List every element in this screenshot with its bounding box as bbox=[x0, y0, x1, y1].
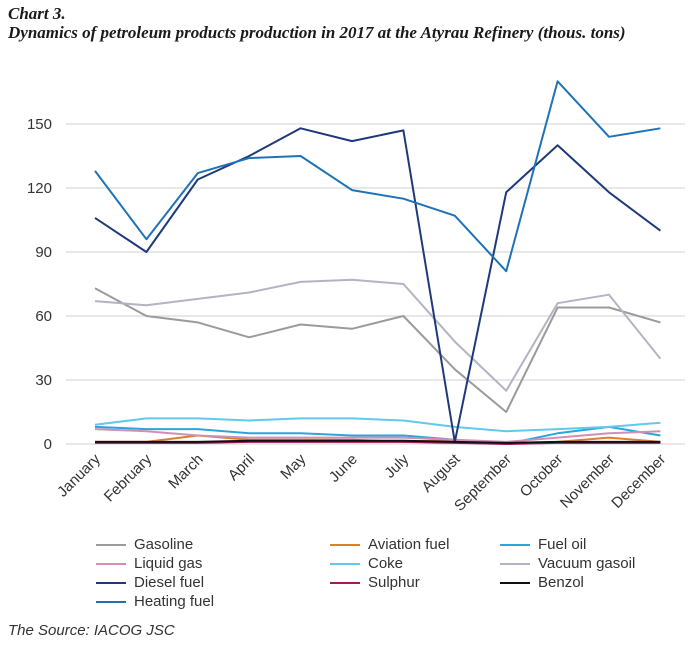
series-line-coke bbox=[94, 417, 661, 433]
y-tick-label: 120 bbox=[27, 180, 52, 197]
series-layer bbox=[94, 80, 662, 445]
x-tick-label: March bbox=[165, 451, 206, 492]
legend-item: Heating fuel bbox=[96, 593, 214, 610]
legend-label: Liquid gas bbox=[134, 555, 203, 572]
x-tick-label: January bbox=[54, 450, 104, 500]
x-tick-label: August bbox=[419, 450, 465, 496]
x-tick-label: November bbox=[557, 451, 618, 512]
legend-item: Sulphur bbox=[330, 574, 420, 591]
legend-label: Vacuum gasoil bbox=[538, 555, 636, 572]
legend-item: Coke bbox=[330, 555, 403, 572]
legend-swatch bbox=[330, 543, 360, 546]
x-tick-label: December bbox=[608, 451, 669, 512]
y-tick-label: 0 bbox=[44, 436, 52, 453]
grid-layer bbox=[66, 123, 685, 445]
y-tick-label: 60 bbox=[35, 308, 52, 325]
legend-label: Coke bbox=[368, 555, 404, 572]
series-line-benzol bbox=[95, 439, 661, 444]
x-tick-label: April bbox=[225, 451, 258, 484]
legend-label: Benzol bbox=[538, 574, 584, 591]
legend-item: Benzol bbox=[500, 574, 584, 591]
y-tick-label: 150 bbox=[27, 116, 52, 133]
legend-swatch bbox=[96, 543, 126, 546]
legend-swatch bbox=[500, 562, 530, 565]
x-tick-label: May bbox=[277, 450, 309, 482]
legend-item: Liquid gas bbox=[96, 555, 202, 572]
chart-label: Chart 3. bbox=[8, 4, 66, 23]
source-note: The Source: IACOG JSC bbox=[8, 622, 175, 639]
legend-label: Sulphur bbox=[368, 574, 420, 591]
legend-item: Gasoline bbox=[96, 536, 193, 553]
legend-swatch bbox=[96, 581, 126, 584]
series-line-gasoline bbox=[94, 287, 661, 413]
x-tick-label: October bbox=[517, 451, 567, 501]
legend-label: Aviation fuel bbox=[368, 536, 450, 553]
y-tick-label: 30 bbox=[35, 372, 52, 389]
legend-item: Aviation fuel bbox=[330, 536, 449, 553]
series-line-liquid-gas bbox=[94, 428, 661, 443]
y-axis-ticks: 0 30 60 90 120 150 bbox=[27, 116, 52, 453]
series-line-diesel-fuel bbox=[94, 127, 661, 443]
legend-swatch bbox=[96, 600, 126, 603]
legend-swatch bbox=[500, 581, 530, 584]
series-line-heating-fuel bbox=[94, 80, 661, 273]
legend-swatch bbox=[96, 562, 126, 565]
legend-label: Diesel fuel bbox=[134, 574, 205, 591]
legend-swatch bbox=[500, 543, 530, 546]
y-tick-label: 90 bbox=[35, 244, 52, 261]
legend-item: Diesel fuel bbox=[96, 574, 204, 591]
series-line-vacuum-gasoil bbox=[94, 278, 662, 392]
legend-label: Fuel oil bbox=[538, 536, 587, 553]
legend-swatch bbox=[330, 581, 360, 584]
chart-title: Dynamics of petroleum products productio… bbox=[8, 23, 626, 42]
x-tick-label: July bbox=[381, 450, 412, 481]
series-line-fuel-oil bbox=[94, 425, 661, 445]
x-tick-label: June bbox=[326, 451, 361, 486]
legend-item: Fuel oil bbox=[500, 536, 586, 553]
legend-swatch bbox=[330, 562, 360, 565]
x-tick-label: February bbox=[101, 450, 156, 505]
legend-label: Gasoline bbox=[134, 536, 194, 553]
legend-label: Heating fuel bbox=[134, 593, 215, 610]
legend-item: Vacuum gasoil bbox=[500, 555, 635, 572]
